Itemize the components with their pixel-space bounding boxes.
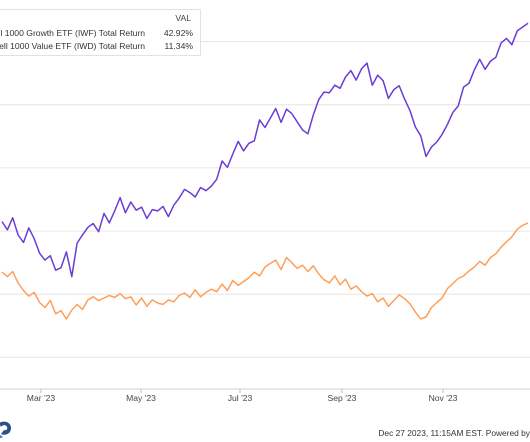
legend-entry-value: 11.34% (164, 41, 193, 51)
x-tick-label: Mar '23 (27, 393, 56, 403)
legend-entry-growth: ssell 1000 Growth ETF (IWF) Total Return… (0, 27, 200, 40)
legend-entry-label: ssell 1000 Growth ETF (IWF) Total Return (0, 28, 145, 38)
footer-timestamp: Dec 27 2023, 11:15AM EST. Powered by (378, 428, 530, 438)
chart-footer: Dec 27 2023, 11:15AM EST. Powered by (0, 421, 530, 442)
x-tick-label: May '23 (126, 393, 156, 403)
legend-entry-value: 42.92% (163, 28, 193, 38)
ycharts-logo-icon (0, 421, 11, 439)
series-lines (1, 22, 529, 320)
x-axis-ticks: Mar '23 May '23 Jul '23 Sep '23 Nov '23 (27, 389, 458, 403)
x-tick-label: Jul '23 (228, 393, 253, 403)
x-tick-label: Nov '23 (429, 393, 458, 403)
legend-entry-label: ssell 1000 Value ETF (IWD) Total Return (0, 41, 145, 51)
series-line-value-etf (1, 222, 529, 320)
x-tick-label: Sep '23 (328, 393, 357, 403)
legend: VAL ssell 1000 Growth ETF (IWF) Total Re… (0, 9, 201, 56)
series-line-growth-etf (1, 22, 529, 278)
legend-entry-value-etf: ssell 1000 Value ETF (IWD) Total Return … (0, 40, 200, 53)
gridlines (0, 41, 530, 358)
legend-header: VAL (175, 13, 191, 23)
